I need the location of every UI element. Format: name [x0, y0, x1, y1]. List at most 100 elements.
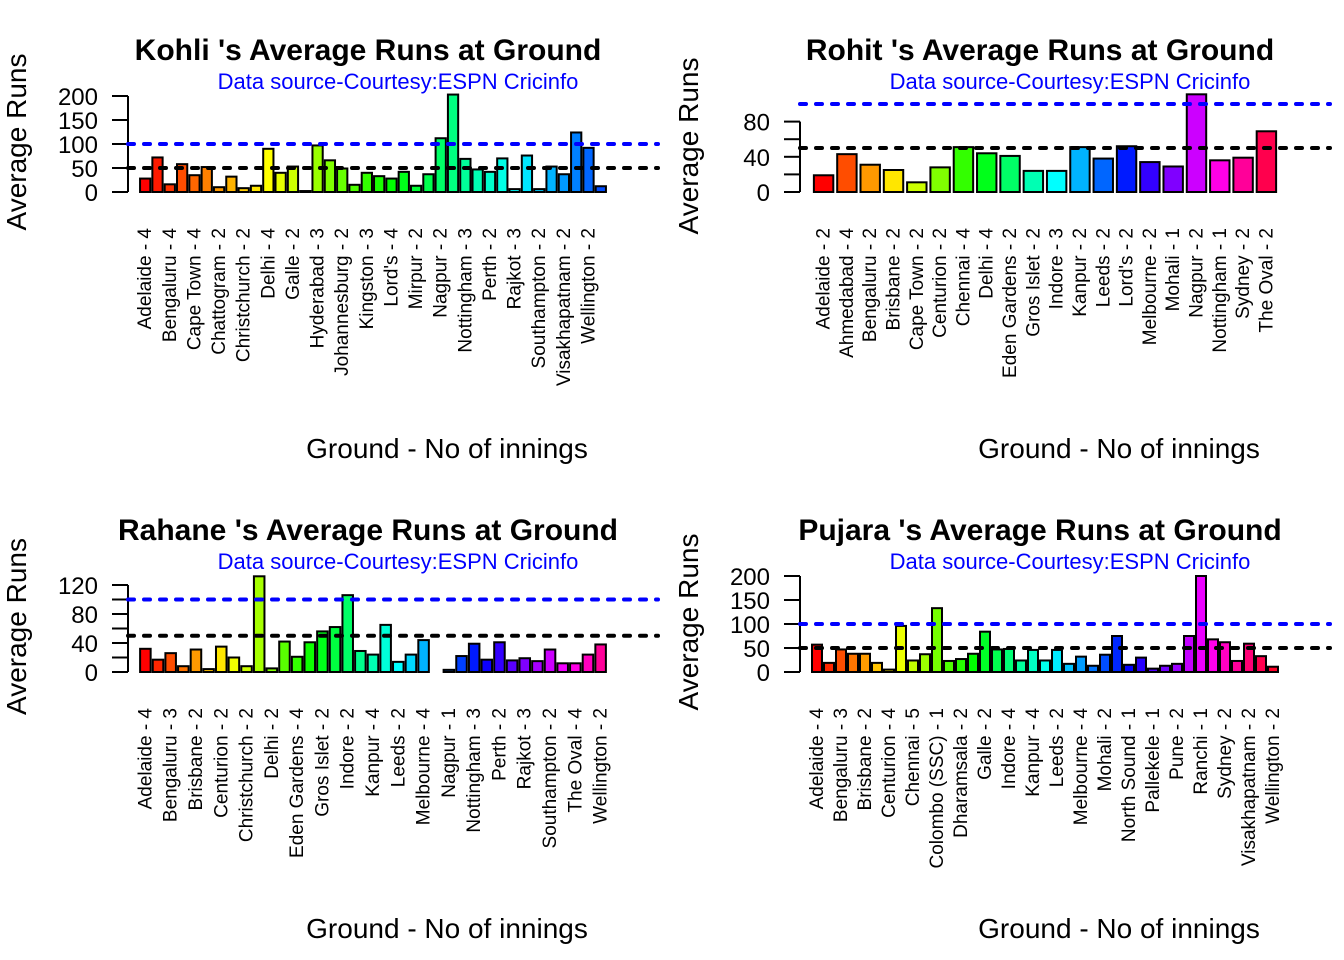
x-tick-label: Kingston - 3 [357, 228, 378, 329]
chart-subtitle: Data source-Courtesy:ESPN Cricinfo [218, 69, 579, 94]
x-tick-label: The Oval - 4 [565, 708, 586, 813]
bar [812, 174, 835, 193]
bar [164, 652, 177, 673]
y-axis-title: Average Runs [1, 54, 32, 231]
bar [480, 658, 494, 674]
bar [543, 648, 557, 673]
x-tick-label: Melbourne - 4 [1071, 708, 1092, 826]
bar [240, 665, 253, 673]
y-tick-label: 80 [71, 602, 98, 629]
bar [278, 640, 291, 674]
x-tick-label: Centurion - 2 [211, 708, 232, 818]
bar [955, 658, 967, 673]
y-tick-label: 120 [58, 573, 98, 600]
bar [366, 653, 380, 674]
x-tick-label: Bengaluru - 3 [161, 708, 182, 822]
x-tick-label: Delhi - 4 [258, 228, 279, 299]
x-tick-label: North Sound - 1 [1119, 708, 1140, 842]
x-tick-label: Indore - 3 [1047, 228, 1068, 309]
y-tick-label: 50 [71, 156, 98, 183]
bar [952, 146, 975, 193]
bar [139, 177, 152, 193]
bar [434, 137, 447, 194]
bar [1087, 664, 1099, 673]
bar [1171, 662, 1183, 673]
chart-title: Rohit 's Average Runs at Ground [806, 34, 1274, 67]
y-tick-label: 150 [730, 588, 770, 615]
x-tick-label: Nottingham - 3 [455, 228, 476, 353]
bar [163, 183, 176, 194]
bar [1267, 665, 1279, 674]
y-tick-label: 80 [743, 110, 770, 137]
bar [1255, 130, 1278, 193]
y-tick-label: 40 [71, 631, 98, 658]
bar [943, 659, 955, 674]
x-tick-label: Indore - 2 [338, 708, 359, 789]
y-tick-label: 150 [58, 108, 98, 135]
x-tick-label: Christchurch - 2 [234, 228, 255, 362]
bar [929, 166, 951, 193]
bar [397, 170, 410, 193]
bar [545, 165, 558, 193]
bar [189, 648, 203, 673]
bar [1183, 635, 1195, 673]
y-tick-label: 40 [743, 145, 770, 172]
bar [533, 188, 546, 193]
bar [1051, 648, 1063, 673]
bar [227, 656, 241, 673]
bar [177, 665, 190, 673]
bar [871, 661, 883, 674]
bar [531, 660, 544, 673]
x-tick-label: Galle - 2 [283, 228, 304, 300]
chart-title: Pujara 's Average Runs at Ground [798, 514, 1281, 547]
x-tick-label: Sydney - 2 [1233, 228, 1254, 319]
bar [188, 174, 201, 193]
bar [455, 655, 468, 674]
bar [979, 630, 991, 673]
x-tick-label: Centurion - 2 [930, 228, 951, 338]
bar [906, 181, 928, 194]
bar [1115, 145, 1138, 194]
bar [1159, 664, 1171, 673]
bar [835, 648, 847, 674]
x-tick-label: Christchurch - 2 [237, 708, 258, 842]
x-tick-label: Visakhapatnam - 2 [1239, 708, 1260, 866]
x-tick-label: Nagpur - 1 [439, 708, 460, 798]
bar [570, 131, 583, 193]
bar [836, 153, 858, 194]
bar [341, 594, 354, 673]
bar [1243, 642, 1255, 673]
bar [505, 659, 519, 673]
y-tick-label: 100 [58, 132, 98, 159]
x-tick-label: Southampton - 2 [540, 708, 561, 848]
x-tick-label: Johannesburg - 2 [332, 228, 353, 376]
x-tick-label: Mohali - 1 [1163, 228, 1184, 311]
bar [976, 152, 998, 193]
x-tick-label: Wellington - 2 [591, 708, 612, 824]
x-tick-label: Eden Gardens - 2 [1000, 228, 1021, 378]
x-tick-label: Pune - 2 [1167, 708, 1188, 780]
y-axis-title: Average Runs [673, 534, 704, 711]
x-tick-label: Leeds - 2 [1047, 708, 1068, 787]
bar [262, 147, 275, 194]
chart-subtitle: Data source-Courtesy:ESPN Cricinfo [218, 549, 579, 574]
bar [200, 166, 213, 193]
chart-title: Rahane 's Average Runs at Ground [118, 514, 618, 547]
bar [373, 175, 386, 194]
x-tick-label: Hyderabad - 3 [308, 228, 329, 348]
bar [1069, 146, 1091, 193]
y-tick-label: 0 [85, 660, 98, 687]
bar [493, 641, 506, 673]
bar [249, 184, 263, 193]
x-axis-title: Ground - No of innings [306, 913, 588, 944]
x-tick-label: Colombo (SSC) - 1 [927, 708, 948, 869]
bar [422, 173, 435, 194]
x-tick-label: Leeds - 2 [1093, 228, 1114, 307]
bar [1232, 156, 1254, 193]
x-tick-label: Chennai - 4 [953, 228, 974, 327]
bar [360, 171, 373, 194]
y-tick-label: 0 [85, 180, 98, 207]
bar [265, 667, 279, 673]
